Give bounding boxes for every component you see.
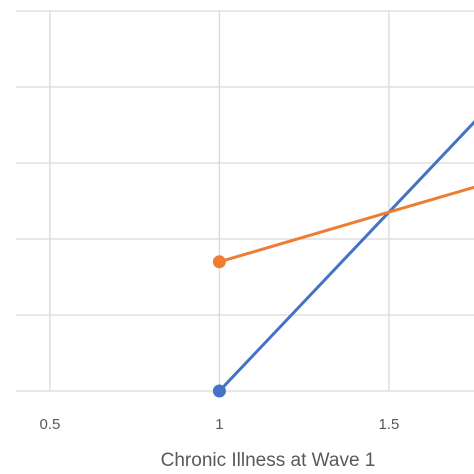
x-tick-label-0: 0.5	[39, 416, 60, 433]
x-axis-title: Chronic Illness at Wave 1	[161, 450, 376, 471]
series-marker-0	[212, 384, 226, 398]
gridlines	[16, 10, 474, 392]
x-tick-labels: 0.5 1 1.5	[39, 416, 399, 433]
series-line-1	[217, 185, 474, 264]
series-line-0	[217, 120, 474, 393]
x-tick-label-1: 1	[215, 416, 223, 433]
series-marker-1	[212, 255, 226, 269]
series-lines	[217, 120, 474, 393]
x-tick-label-2: 1.5	[378, 416, 399, 433]
series-markers	[212, 255, 226, 398]
